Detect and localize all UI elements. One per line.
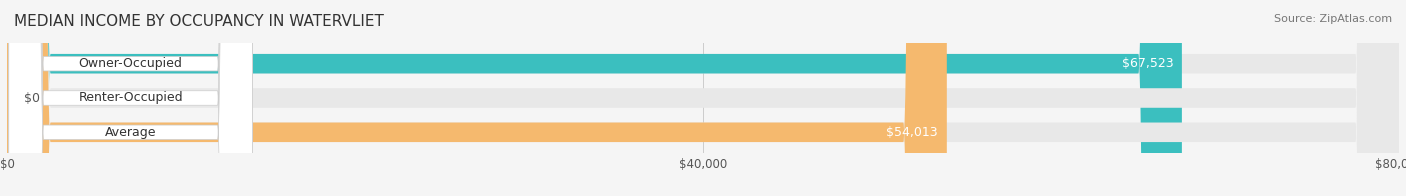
FancyBboxPatch shape xyxy=(7,0,1399,196)
Text: Renter-Occupied: Renter-Occupied xyxy=(79,92,183,104)
Text: $54,013: $54,013 xyxy=(887,126,938,139)
FancyBboxPatch shape xyxy=(7,0,1399,196)
FancyBboxPatch shape xyxy=(8,0,252,196)
Text: $0: $0 xyxy=(24,92,41,104)
FancyBboxPatch shape xyxy=(7,0,1399,196)
Text: Average: Average xyxy=(105,126,156,139)
FancyBboxPatch shape xyxy=(8,0,252,196)
Text: $67,523: $67,523 xyxy=(1122,57,1173,70)
FancyBboxPatch shape xyxy=(7,0,946,196)
Text: MEDIAN INCOME BY OCCUPANCY IN WATERVLIET: MEDIAN INCOME BY OCCUPANCY IN WATERVLIET xyxy=(14,14,384,29)
FancyBboxPatch shape xyxy=(7,0,1182,196)
Text: Source: ZipAtlas.com: Source: ZipAtlas.com xyxy=(1274,14,1392,24)
FancyBboxPatch shape xyxy=(8,0,252,196)
Text: Owner-Occupied: Owner-Occupied xyxy=(79,57,183,70)
